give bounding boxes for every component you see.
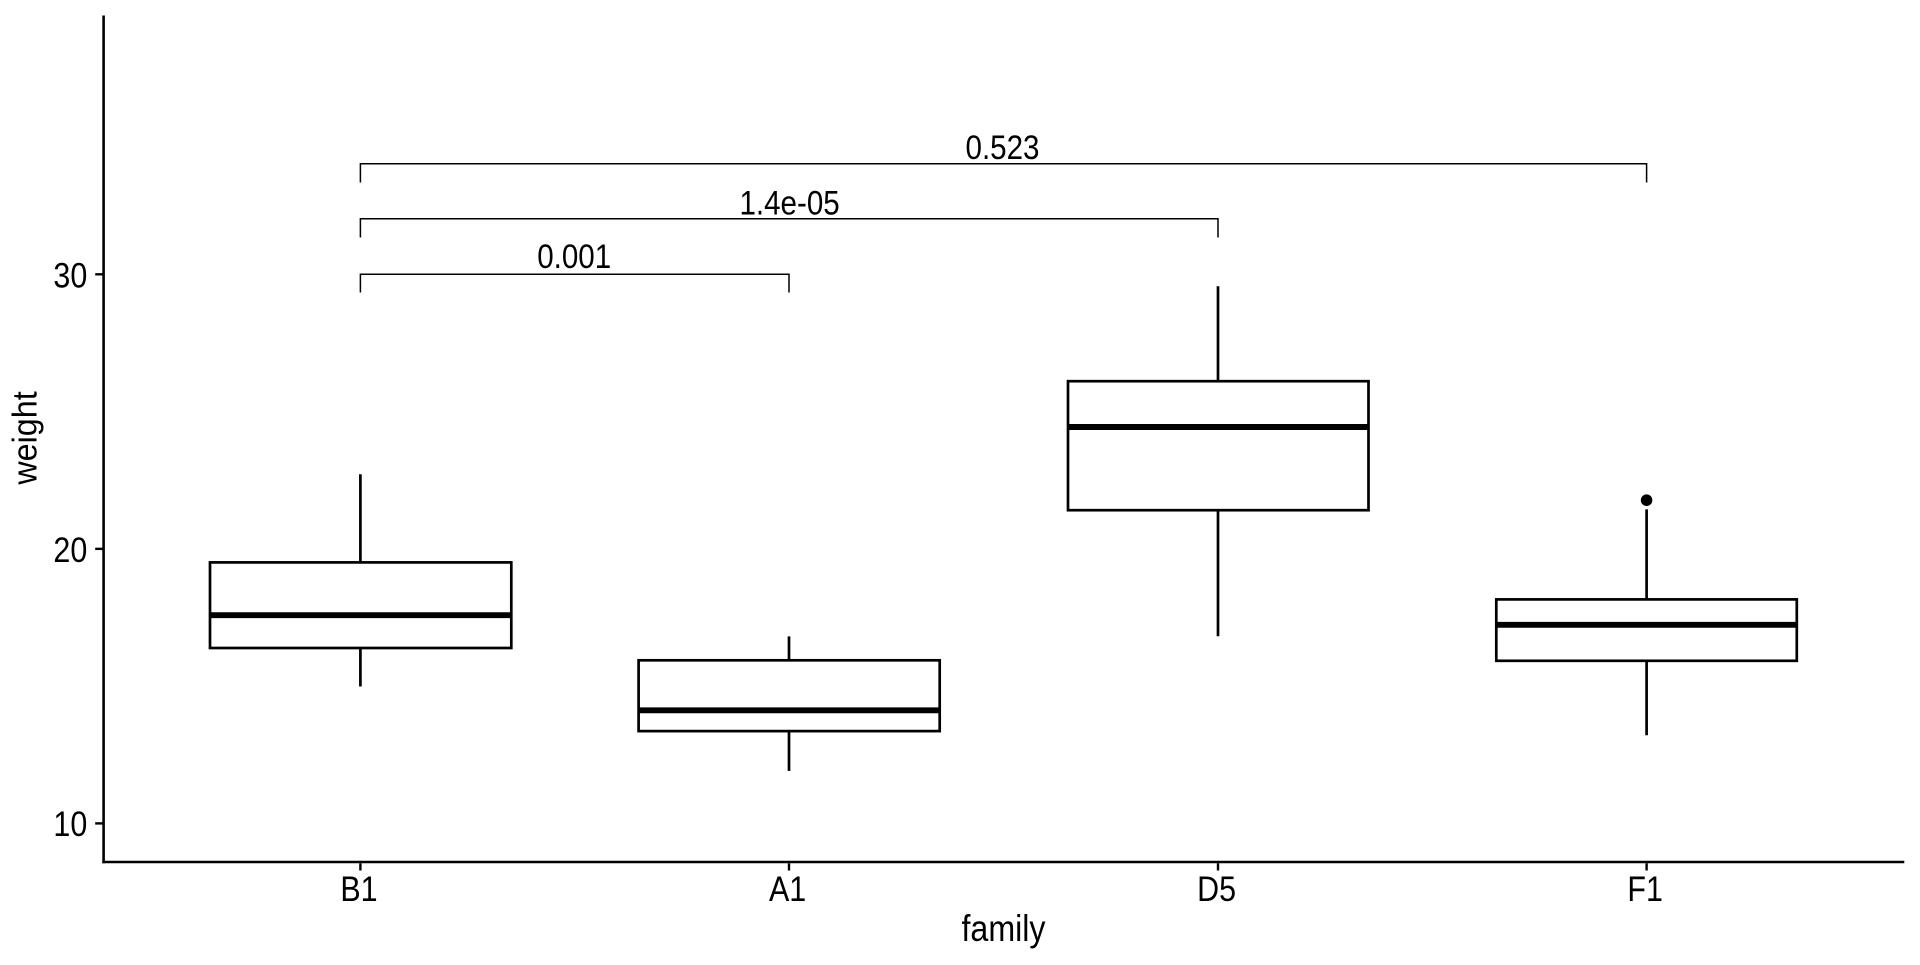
svg-text:0.001: 0.001 [537,237,611,275]
svg-text:1.4e-05: 1.4e-05 [739,183,839,221]
svg-text:20: 20 [53,530,87,569]
svg-text:B1: B1 [340,869,377,908]
svg-text:weight: weight [7,391,45,485]
svg-text:F1: F1 [1627,869,1663,908]
svg-text:10: 10 [53,804,87,843]
svg-text:A1: A1 [769,869,806,908]
svg-text:30: 30 [53,255,87,294]
svg-text:family: family [961,909,1046,950]
svg-text:0.523: 0.523 [965,128,1039,166]
svg-text:D5: D5 [1197,869,1236,908]
